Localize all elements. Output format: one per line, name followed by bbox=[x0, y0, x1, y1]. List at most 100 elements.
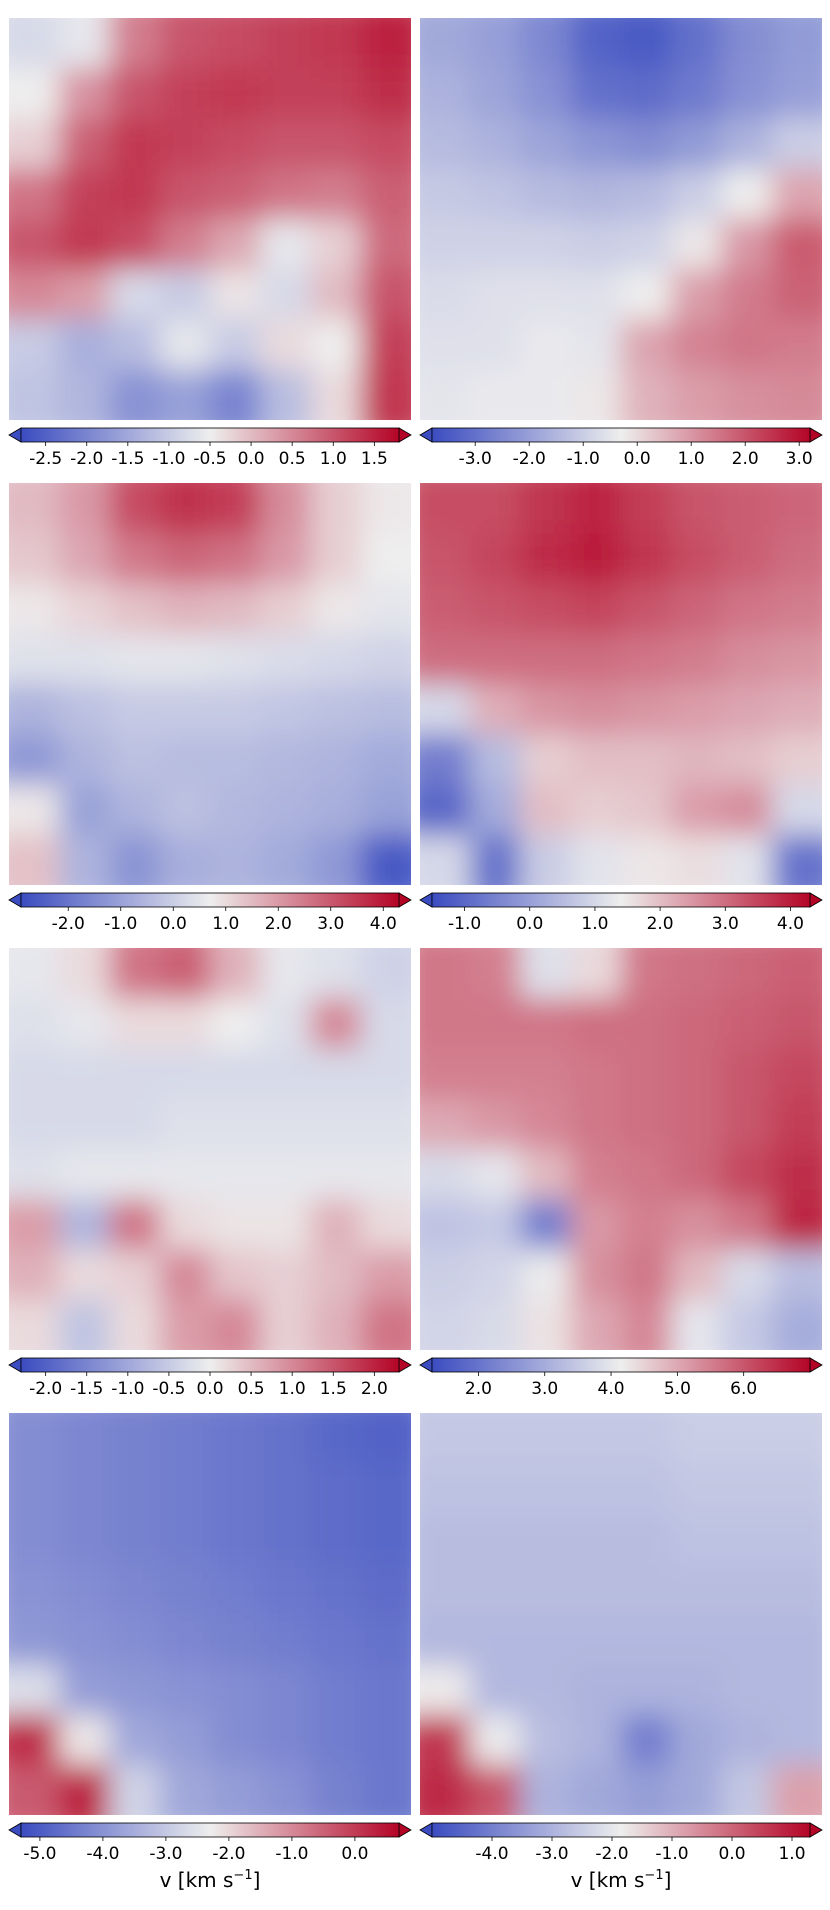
heatmap-cell bbox=[210, 1048, 261, 1100]
heatmap-cell bbox=[771, 269, 822, 321]
heatmap-cell bbox=[671, 1199, 723, 1251]
colorbar-tick: -1.5 bbox=[70, 1372, 103, 1399]
heatmap-cell bbox=[260, 1513, 312, 1565]
heatmap-cell bbox=[9, 68, 60, 120]
heatmap-cell bbox=[360, 1563, 411, 1615]
heatmap-cell bbox=[570, 1513, 622, 1565]
heatmap-cell bbox=[721, 1664, 773, 1716]
colorbar-tick: 3.0 bbox=[531, 1372, 558, 1399]
heatmap-cell bbox=[420, 18, 471, 69]
heatmap-cell bbox=[159, 998, 211, 1050]
heatmap-cell bbox=[59, 1149, 111, 1200]
heatmap-6 bbox=[420, 948, 822, 1350]
heatmap-cell bbox=[9, 168, 60, 220]
tick-label: 1.5 bbox=[361, 449, 388, 469]
heatmap-cell bbox=[621, 1149, 672, 1200]
heatmap-cell bbox=[109, 18, 161, 69]
heatmap-cell bbox=[520, 1513, 572, 1565]
colorbar-tick: -4.0 bbox=[475, 1837, 509, 1864]
heatmap-cell bbox=[360, 1463, 411, 1515]
heatmap-cell bbox=[109, 1764, 161, 1815]
heatmap-cell bbox=[671, 168, 723, 220]
tick-label: -1.0 bbox=[104, 914, 137, 934]
heatmap-cell bbox=[310, 1149, 362, 1200]
heatmap-cell bbox=[721, 1098, 773, 1150]
tick-label: 0.0 bbox=[718, 1844, 745, 1864]
tick-label: 1.0 bbox=[320, 449, 347, 469]
heatmap-cell bbox=[59, 168, 111, 220]
heatmap-cell bbox=[310, 1199, 362, 1251]
heatmap-cell bbox=[210, 369, 261, 420]
tick-label: -0.5 bbox=[193, 449, 226, 469]
heatmap-cell bbox=[210, 684, 261, 735]
heatmap-cell bbox=[771, 1563, 822, 1615]
heatmap-cell bbox=[109, 1463, 161, 1515]
heatmap-cell bbox=[520, 1614, 572, 1665]
heatmap-cell bbox=[420, 533, 471, 585]
heatmap-cell bbox=[9, 684, 60, 735]
colorbar-tick: -5.0 bbox=[23, 1837, 56, 1864]
heatmap-cell bbox=[310, 583, 362, 635]
heatmap-cell bbox=[159, 118, 211, 170]
heatmap-cell bbox=[360, 18, 411, 69]
heatmap-cell bbox=[771, 1513, 822, 1565]
heatmap-cell bbox=[109, 784, 161, 836]
heatmap-cell bbox=[671, 1413, 723, 1464]
heatmap-cell bbox=[721, 118, 773, 170]
heatmap-cell bbox=[721, 483, 773, 534]
heatmap-cell bbox=[9, 1249, 60, 1301]
heatmap-cell bbox=[570, 998, 622, 1050]
heatmap-cell bbox=[310, 998, 362, 1050]
heatmap-cell bbox=[420, 633, 471, 685]
heatmap-cell bbox=[59, 1714, 111, 1766]
heatmap-cell bbox=[621, 1299, 672, 1350]
heatmap-cell bbox=[159, 1714, 211, 1766]
colorbar-tick: -1.0 bbox=[111, 1372, 144, 1399]
heatmap-cell bbox=[210, 1413, 261, 1464]
tick-label: 0.5 bbox=[238, 1379, 265, 1399]
heatmap-cell bbox=[260, 1614, 312, 1665]
heatmap-cell bbox=[159, 269, 211, 321]
heatmap-cell bbox=[771, 168, 822, 220]
heatmap-cell bbox=[9, 1463, 60, 1515]
heatmap-cell bbox=[420, 1199, 471, 1251]
heatmap-cell bbox=[210, 168, 261, 220]
heatmap-cell bbox=[520, 1299, 572, 1350]
heatmap-cell bbox=[360, 583, 411, 635]
heatmap-cell bbox=[310, 18, 362, 69]
heatmap-cell bbox=[210, 18, 261, 69]
heatmap-cell bbox=[621, 998, 672, 1050]
heatmap-cell bbox=[570, 1764, 622, 1815]
heatmap-cell bbox=[9, 1098, 60, 1150]
heatmap-cell bbox=[420, 269, 471, 321]
tick-label: 3.0 bbox=[712, 914, 739, 934]
heatmap-cell bbox=[59, 583, 111, 635]
heatmap-cell bbox=[260, 319, 312, 371]
tick-label: 3.0 bbox=[531, 1379, 558, 1399]
heatmap-cell bbox=[159, 1563, 211, 1615]
colorbar-tick: -2.0 bbox=[29, 1372, 62, 1399]
heatmap-cell bbox=[159, 68, 211, 120]
tick-label: 2.0 bbox=[361, 1379, 388, 1399]
heatmap-cell bbox=[621, 269, 672, 321]
heatmap-cell bbox=[360, 1664, 411, 1716]
colorbar-gradient bbox=[20, 1357, 400, 1373]
heatmap-cell bbox=[310, 269, 362, 321]
heatmap-cell bbox=[621, 1048, 672, 1100]
tick-label: -3.0 bbox=[459, 449, 492, 469]
heatmap-cell bbox=[159, 948, 211, 999]
colorbar-tick: -1.0 bbox=[275, 1837, 308, 1864]
tick-label: 4.0 bbox=[370, 914, 397, 934]
heatmap-cell bbox=[420, 734, 471, 786]
tick-label: -2.0 bbox=[212, 1844, 245, 1864]
heatmap-cell bbox=[671, 1249, 723, 1301]
heatmap-cell bbox=[771, 1664, 822, 1716]
tick-label: -1.0 bbox=[448, 914, 481, 934]
heatmap-cell bbox=[210, 633, 261, 685]
heatmap-cell bbox=[771, 1299, 822, 1350]
tick-label: 5.0 bbox=[664, 1379, 691, 1399]
heatmap-cell bbox=[520, 118, 572, 170]
heatmap-cell bbox=[210, 1249, 261, 1301]
heatmap-cell bbox=[721, 784, 773, 836]
heatmap-cell bbox=[671, 118, 723, 170]
